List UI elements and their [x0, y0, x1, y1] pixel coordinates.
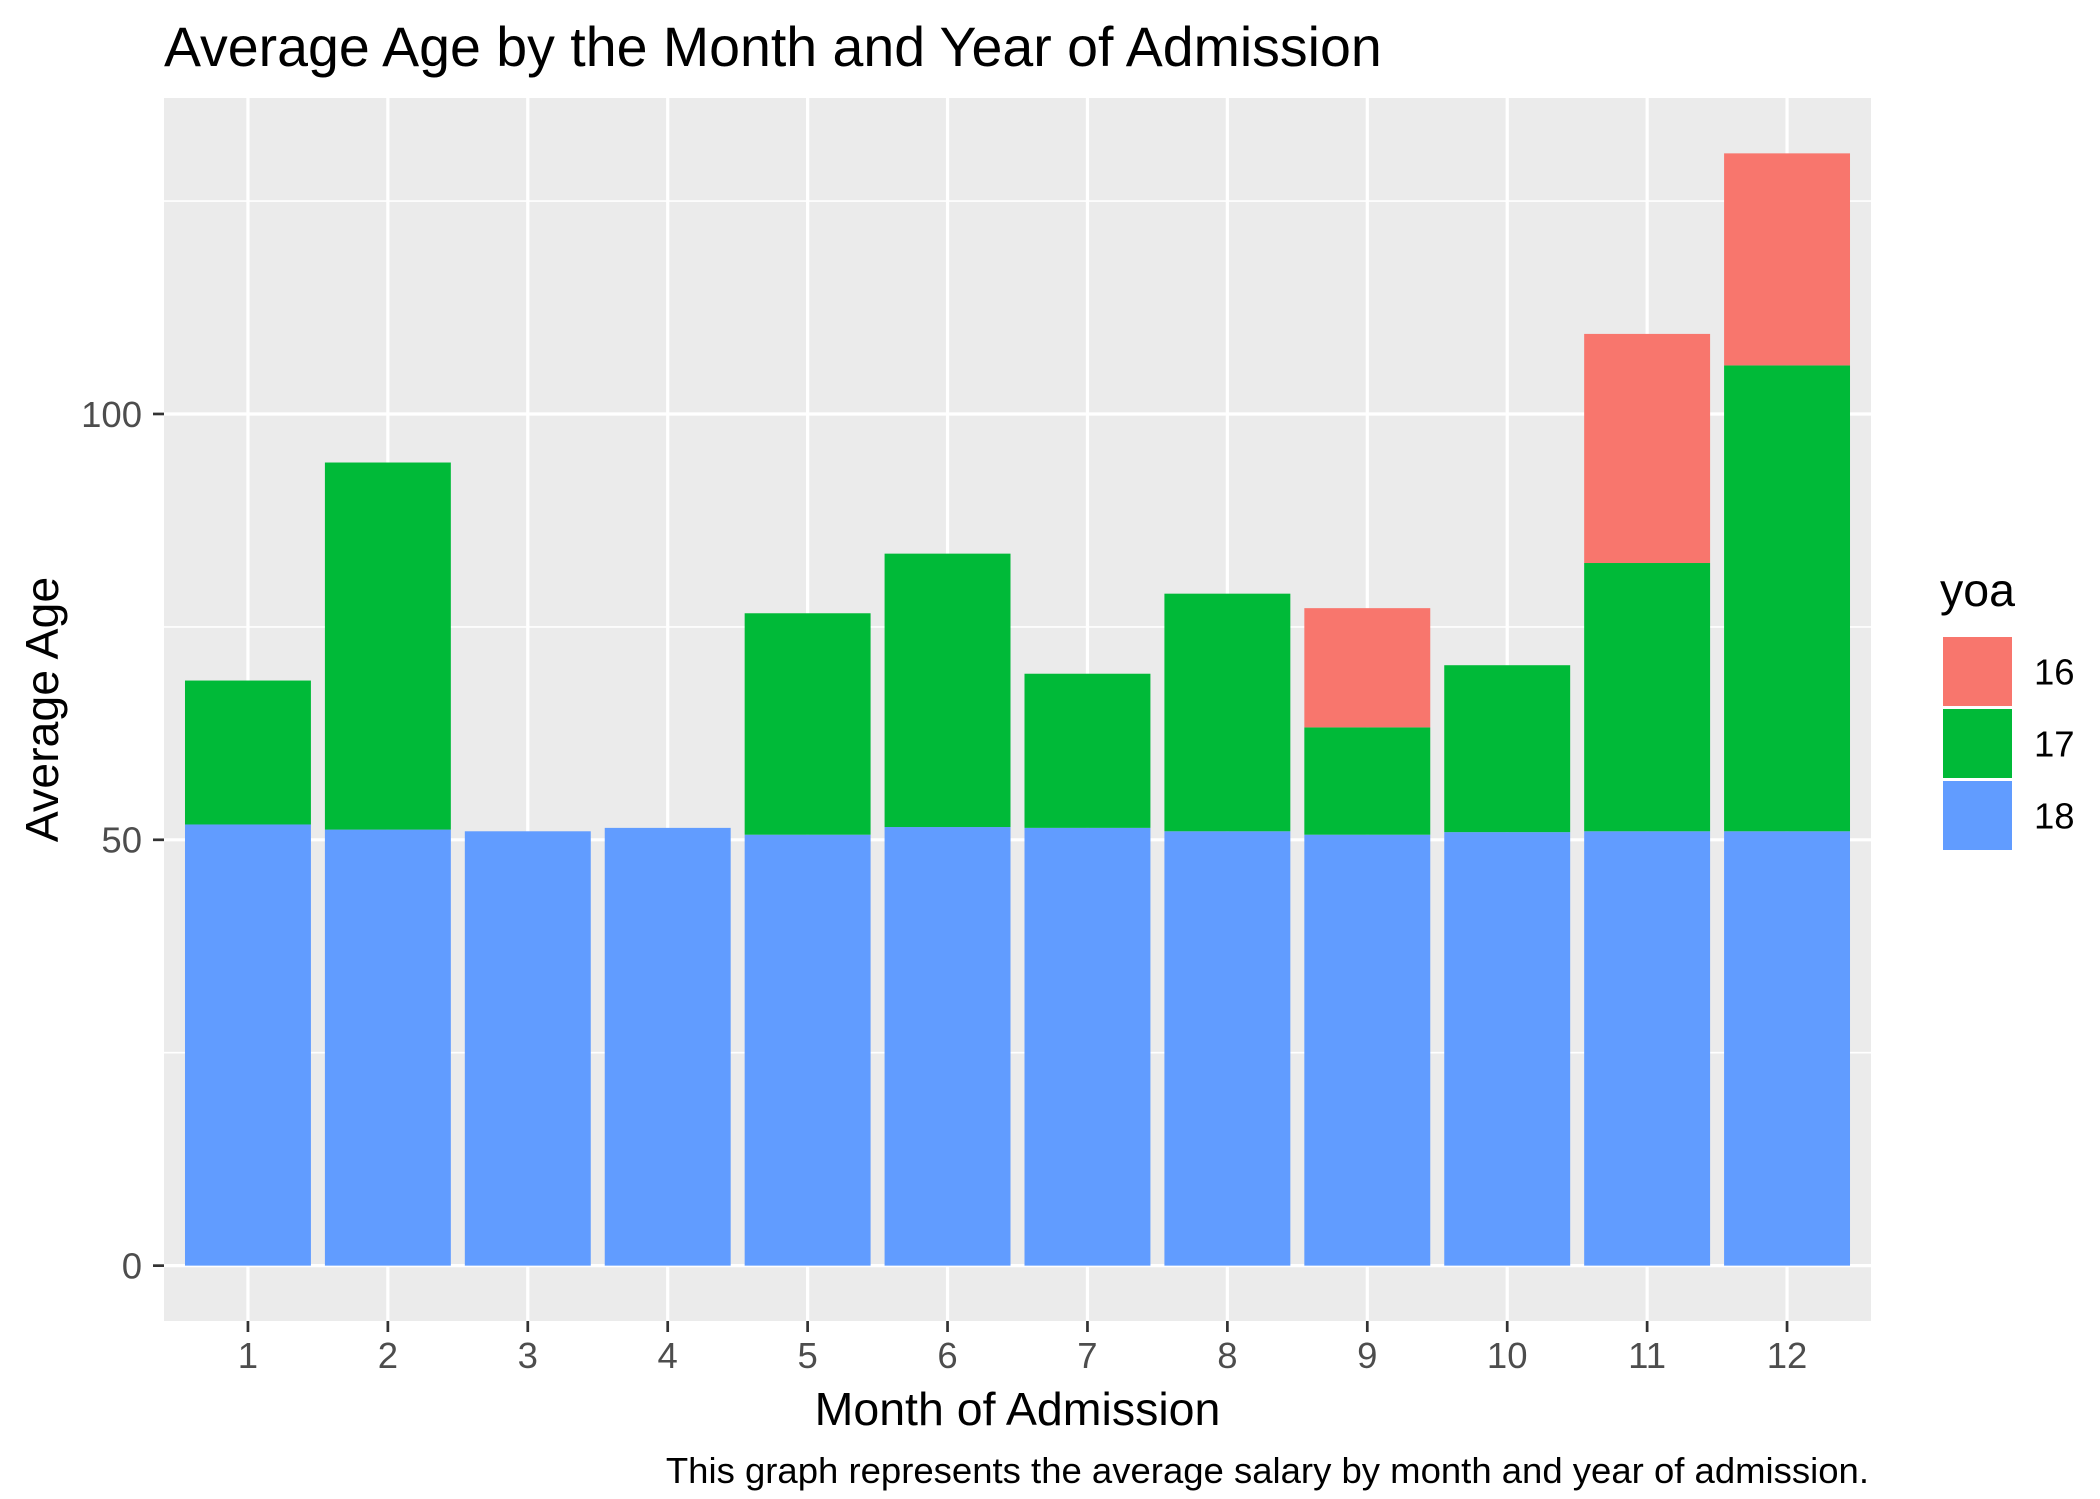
x-tick-label: 10 — [1487, 1335, 1528, 1376]
bar-month-5-yoa-18 — [744, 834, 871, 1266]
x-tick-label: 5 — [797, 1335, 817, 1376]
x-tick-label: 11 — [1628, 1335, 1666, 1376]
bar-month-12-yoa-17 — [1724, 365, 1851, 832]
bar-month-10-yoa-18 — [1444, 832, 1571, 1266]
x-tick-label: 1 — [238, 1335, 258, 1376]
x-axis-title: Month of Admission — [815, 1383, 1221, 1435]
caption: This graph represents the average salary… — [666, 1450, 1869, 1491]
legend-label-17: 17 — [2034, 723, 2075, 764]
y-tick-label: 50 — [101, 820, 142, 861]
bar-month-2-yoa-18 — [324, 829, 451, 1266]
bar-month-11-yoa-16 — [1584, 333, 1711, 564]
bar-month-11-yoa-18 — [1584, 831, 1711, 1266]
bar-month-7-yoa-17 — [1024, 673, 1151, 828]
x-axis: 1 2 3 4 5 6 7 8 9 10 11 12 — [238, 1321, 1808, 1376]
x-tick-label: 9 — [1357, 1335, 1377, 1376]
bar-month-9-yoa-18 — [1304, 834, 1431, 1266]
x-tick-label: 8 — [1217, 1335, 1237, 1376]
bars — [184, 153, 1851, 1266]
bar-month-4-yoa-18 — [604, 827, 731, 1266]
legend-label-16: 16 — [2034, 651, 2075, 692]
y-tick-label: 100 — [81, 394, 142, 435]
x-tick-label: 12 — [1767, 1335, 1808, 1376]
bar-month-9-yoa-16 — [1304, 608, 1431, 728]
x-tick-label: 2 — [378, 1335, 398, 1376]
legend-key-16 — [1943, 637, 2012, 706]
bar-month-2-yoa-17 — [324, 462, 451, 830]
x-tick-label: 3 — [518, 1335, 538, 1376]
legend-key-17 — [1943, 709, 2012, 778]
bar-month-12-yoa-18 — [1724, 831, 1851, 1266]
bar-month-7-yoa-18 — [1024, 827, 1151, 1266]
bar-month-3-yoa-18 — [464, 831, 591, 1266]
chart-title: Average Age by the Month and Year of Adm… — [164, 16, 1382, 78]
y-axis: 0 50 100 — [81, 394, 164, 1286]
bar-month-1-yoa-18 — [184, 824, 311, 1266]
bar-month-10-yoa-17 — [1444, 665, 1571, 833]
bar-month-11-yoa-17 — [1584, 563, 1711, 832]
bar-month-8-yoa-17 — [1164, 593, 1291, 832]
x-tick-label: 4 — [658, 1335, 678, 1376]
y-axis-title: Average Age — [16, 577, 68, 842]
bar-month-5-yoa-17 — [744, 613, 871, 835]
bar-month-9-yoa-17 — [1304, 727, 1431, 835]
x-tick-label: 7 — [1077, 1335, 1097, 1376]
y-tick-label: 0 — [122, 1245, 142, 1286]
bar-month-8-yoa-18 — [1164, 831, 1291, 1266]
bar-month-12-yoa-16 — [1724, 153, 1851, 366]
legend: yoa 16 17 18 — [1940, 564, 2075, 850]
x-tick-label: 6 — [937, 1335, 957, 1376]
legend-key-18 — [1943, 781, 2012, 850]
legend-label-18: 18 — [2034, 795, 2075, 836]
bar-month-1-yoa-17 — [184, 680, 311, 825]
legend-items: 16 17 18 — [1943, 637, 2075, 850]
bar-month-6-yoa-17 — [884, 553, 1011, 828]
bar-month-6-yoa-18 — [884, 827, 1011, 1266]
legend-title: yoa — [1940, 564, 2015, 616]
